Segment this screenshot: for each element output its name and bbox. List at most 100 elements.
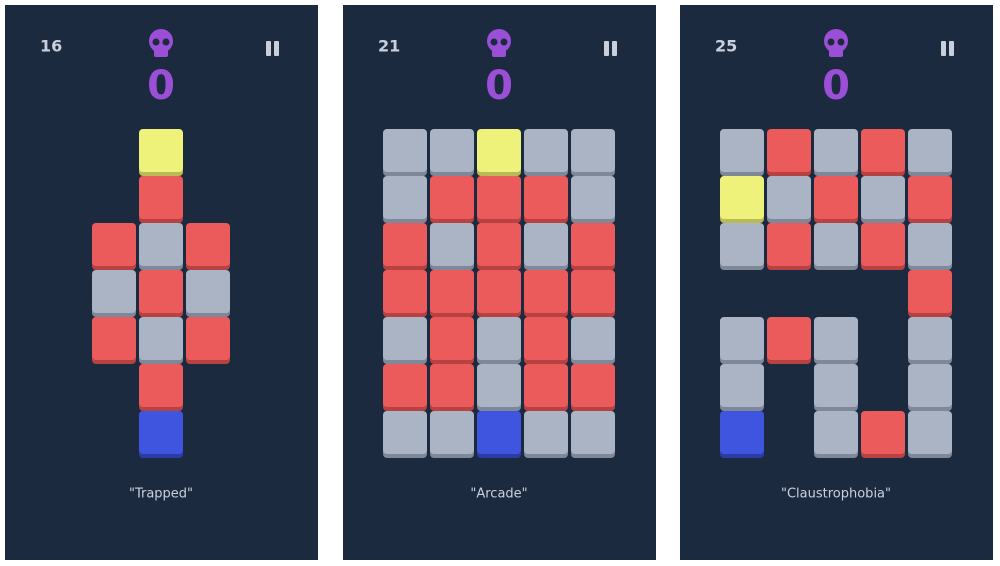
tile[interactable]	[720, 364, 764, 407]
tile[interactable]	[383, 317, 427, 360]
game-canvas: 16 0 "Trapped"	[40, 29, 279, 502]
skull-head	[487, 29, 511, 53]
tile[interactable]	[571, 317, 615, 360]
level-number: 16	[40, 37, 62, 56]
board	[92, 129, 230, 458]
tile[interactable]	[908, 176, 952, 219]
tile[interactable]	[571, 129, 615, 172]
tile[interactable]	[430, 364, 474, 407]
tile[interactable]	[908, 129, 952, 172]
tile[interactable]	[524, 364, 568, 407]
tile[interactable]	[383, 270, 427, 313]
tile[interactable]	[720, 223, 764, 266]
tile[interactable]	[814, 223, 858, 266]
tile[interactable]	[383, 364, 427, 407]
tile[interactable]	[524, 317, 568, 360]
tile[interactable]	[524, 129, 568, 172]
tile[interactable]	[383, 223, 427, 266]
tile[interactable]	[571, 223, 615, 266]
tile[interactable]	[861, 129, 905, 172]
tile[interactable]	[814, 176, 858, 219]
tile[interactable]	[186, 270, 230, 313]
game-canvas: 21 0 "Arcade"	[378, 29, 617, 502]
tile[interactable]	[861, 223, 905, 266]
tile[interactable]	[430, 270, 474, 313]
skull-icon	[149, 29, 173, 57]
tile[interactable]	[908, 270, 952, 313]
pause-button[interactable]	[266, 41, 279, 56]
tile[interactable]	[571, 364, 615, 407]
tile[interactable]	[524, 270, 568, 313]
tile[interactable]	[524, 223, 568, 266]
tile[interactable]	[477, 364, 521, 407]
pause-button[interactable]	[941, 41, 954, 56]
game-screen: 21 0 "Arcade"	[343, 5, 656, 560]
score: 0	[485, 63, 513, 109]
tile[interactable]	[477, 129, 521, 172]
board	[383, 129, 615, 458]
tile[interactable]	[908, 317, 952, 360]
tile[interactable]	[571, 176, 615, 219]
tile[interactable]	[430, 176, 474, 219]
tile[interactable]	[92, 317, 136, 360]
tile[interactable]	[720, 129, 764, 172]
tile[interactable]	[524, 176, 568, 219]
skull-jaw	[492, 47, 506, 57]
tile[interactable]	[430, 411, 474, 454]
tile[interactable]	[861, 176, 905, 219]
score: 0	[822, 63, 850, 109]
skull-eye	[837, 38, 845, 46]
pause-bar	[274, 41, 279, 56]
tile[interactable]	[477, 176, 521, 219]
tile[interactable]	[720, 317, 764, 360]
tile[interactable]	[814, 129, 858, 172]
tile[interactable]	[767, 129, 811, 172]
level-name: "Trapped"	[129, 487, 193, 502]
tile[interactable]	[477, 270, 521, 313]
tile[interactable]	[430, 317, 474, 360]
tile[interactable]	[767, 176, 811, 219]
tile[interactable]	[861, 411, 905, 454]
tile[interactable]	[139, 270, 183, 313]
tile[interactable]	[92, 223, 136, 266]
skull-eye	[152, 38, 160, 46]
tile[interactable]	[767, 317, 811, 360]
pause-bar	[941, 41, 946, 56]
tile[interactable]	[814, 411, 858, 454]
game-screen: 25 0 "Claustrophobia"	[680, 5, 993, 560]
tile[interactable]	[383, 129, 427, 172]
level-number: 25	[715, 37, 737, 56]
game-canvas: 25 0 "Claustrophobia"	[715, 29, 954, 502]
tile[interactable]	[139, 223, 183, 266]
tile[interactable]	[477, 223, 521, 266]
tile[interactable]	[571, 411, 615, 454]
tile[interactable]	[814, 364, 858, 407]
tile[interactable]	[139, 364, 183, 407]
tile[interactable]	[383, 411, 427, 454]
skull-head	[824, 29, 848, 53]
tile[interactable]	[139, 317, 183, 360]
tile[interactable]	[186, 223, 230, 266]
tile[interactable]	[814, 317, 858, 360]
tile[interactable]	[92, 270, 136, 313]
tile[interactable]	[720, 411, 764, 454]
tile[interactable]	[139, 411, 183, 454]
skull-jaw	[154, 47, 168, 57]
tile[interactable]	[139, 129, 183, 172]
tile[interactable]	[720, 176, 764, 219]
tile[interactable]	[908, 223, 952, 266]
skull-head	[149, 29, 173, 53]
tile[interactable]	[477, 411, 521, 454]
tile[interactable]	[571, 270, 615, 313]
tile[interactable]	[430, 223, 474, 266]
tile[interactable]	[908, 364, 952, 407]
pause-button[interactable]	[604, 41, 617, 56]
tile[interactable]	[477, 317, 521, 360]
tile[interactable]	[430, 129, 474, 172]
tile[interactable]	[186, 317, 230, 360]
tile[interactable]	[524, 411, 568, 454]
tile[interactable]	[767, 223, 811, 266]
tile[interactable]	[908, 411, 952, 454]
tile[interactable]	[139, 176, 183, 219]
tile[interactable]	[383, 176, 427, 219]
